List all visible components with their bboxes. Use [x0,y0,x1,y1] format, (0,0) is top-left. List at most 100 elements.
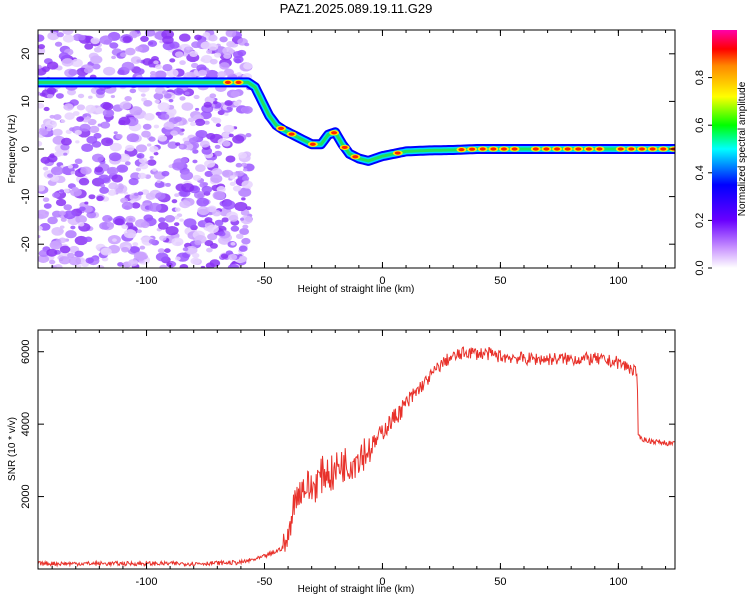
noise-blob [58,256,71,265]
noise-blob [238,187,252,198]
noise-blob [83,67,93,74]
colorbar-tick-label: 0.4 [694,165,706,180]
noise-blob [121,61,135,71]
noise-blob [100,184,106,188]
noise-blob [137,191,144,196]
noise-blob [236,72,242,77]
noise-blob [159,235,167,241]
noise-blob [229,175,236,180]
noise-blob [99,35,113,45]
noise-blob [117,69,125,75]
noise-blob [136,59,141,63]
noise-blob [203,101,212,108]
noise-blob [61,58,74,67]
snr-x-tick-label: 50 [494,576,506,588]
noise-blob [63,204,73,211]
noise-blob [135,144,148,153]
noise-blob [149,155,154,159]
noise-blob [38,235,41,239]
noise-blob [190,257,201,265]
noise-blob [235,233,244,240]
noise-blob [183,218,197,228]
noise-blob [125,215,136,224]
ridge-hotspot-core [532,147,539,151]
noise-blob [179,33,191,42]
ridge-hotspot-core [331,131,338,135]
noise-blob [194,118,206,127]
noise-blob [218,231,226,237]
ridge-hotspot-core [543,147,550,151]
noise-blob [60,143,70,151]
snr-y-tick-label: 6000 [20,339,32,363]
noise-blob [225,30,237,38]
noise-blob [174,256,181,261]
noise-blob [135,68,145,75]
noise-blob [135,167,142,172]
noise-blob [147,159,157,166]
ridge-hotspot-core [649,147,656,151]
noise-blob [106,166,119,176]
noise-blob [140,35,149,42]
noise-blob [118,116,131,126]
noise-blob [42,197,50,203]
noise-blob [54,41,63,47]
noise-blob [174,193,180,198]
noise-blob [59,245,71,254]
noise-blob [62,34,75,43]
noise-blob [148,136,156,142]
noise-blob [60,119,66,124]
noise-blob [89,125,100,134]
noise-blob [142,58,153,66]
noise-blob [171,199,178,204]
noise-blob [245,132,252,138]
noise-blob [160,113,170,120]
spectrogram-x-tick-label: 0 [379,275,385,287]
noise-blob [138,157,148,164]
noise-blob [143,100,153,107]
colorbar-label: Normalized spectral amplitude [737,81,748,216]
spectrogram-y-tick-label: 20 [20,48,32,60]
noise-blob [68,69,78,76]
noise-blob [64,112,75,120]
noise-blob [52,128,63,136]
noise-blob [60,137,72,146]
noise-blob [158,217,166,223]
noise-blob [155,64,162,70]
noise-blob [51,226,64,236]
noise-blob [90,55,103,65]
noise-blob [212,190,226,200]
noise-blob [124,47,136,56]
noise-blob [70,225,76,230]
noise-blob [77,93,85,99]
noise-blob [114,218,125,226]
ridge-hotspot-core [585,147,592,151]
noise-blob [185,46,191,51]
noise-blob [46,61,59,70]
noise-blob [93,46,103,53]
noise-blob [241,180,253,189]
ridge-hotspot-core [575,147,582,151]
noise-blob [154,99,161,104]
noise-blob [142,123,152,130]
noise-blob [227,263,240,268]
noise-blob [42,166,49,171]
noise-blob [232,134,245,144]
noise-blob [82,114,88,118]
noise-blob [230,225,240,232]
noise-blob [220,253,229,259]
noise-blob [215,123,221,127]
noise-blob [153,92,164,100]
snr-y-tick-label: 2000 [20,484,32,508]
ridge-hotspot-core [309,142,316,146]
noise-blob [192,149,199,154]
noise-blob [65,230,77,239]
noise-blob [38,249,49,258]
noise-blob [238,245,248,252]
noise-blob [74,158,83,165]
ridge-hotspot-core [511,147,518,151]
noise-blob [233,100,242,107]
snr-x-tick-label: 100 [609,576,627,588]
ridge-hotspot-core [341,145,348,150]
noise-blob [109,142,122,152]
noise-blob [166,262,173,267]
